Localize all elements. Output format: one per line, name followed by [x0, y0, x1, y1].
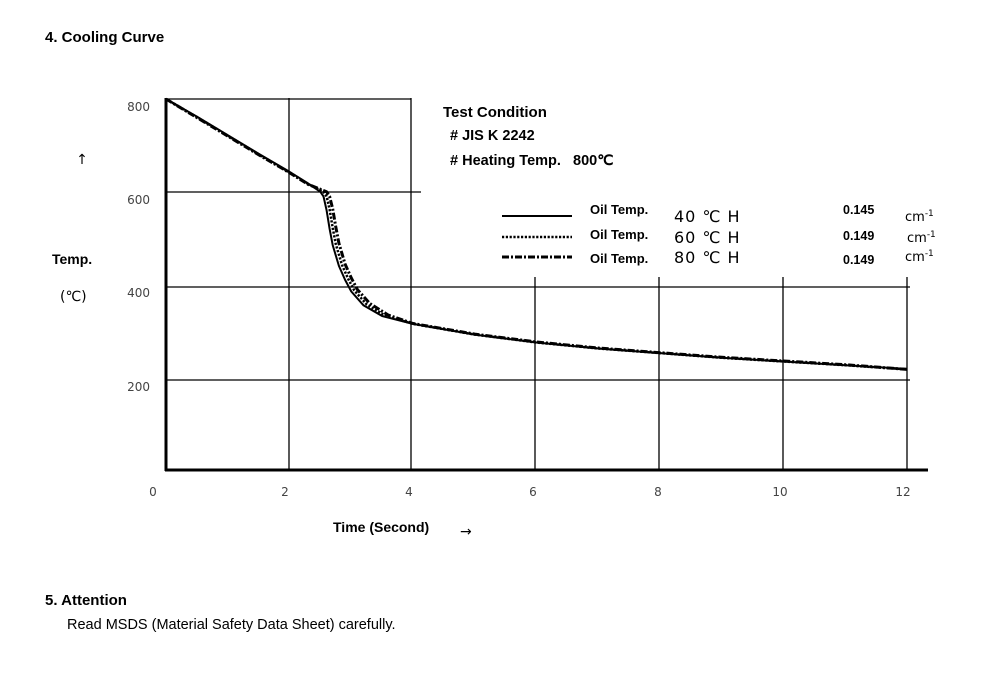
chart-grid: [166, 98, 910, 470]
legend-temp-80: 80 ℃ H: [674, 248, 741, 267]
legend-temp-60: 60 ℃ H: [674, 228, 741, 247]
x-tick-10: 10: [772, 485, 787, 499]
x-tick-12: 12: [895, 485, 910, 499]
test-condition-heating-temp: # Heating Temp. 800℃: [450, 153, 614, 169]
x-axis-arrow: →: [460, 524, 472, 540]
legend-unit-80: cm-1: [905, 249, 934, 265]
y-axis-arrow: ↑: [76, 152, 88, 168]
test-condition-title: Test Condition: [443, 104, 547, 121]
series-layer: [165, 97, 908, 371]
x-tick-6: 6: [529, 485, 537, 499]
x-tick-0: 0: [149, 485, 157, 499]
y-tick-800: 800: [127, 100, 150, 114]
test-condition-standard: # JIS K 2242: [450, 128, 535, 144]
attention-text: Read MSDS (Material Safety Data Sheet) c…: [67, 617, 396, 633]
legend-name-60: Oil Temp.: [590, 227, 648, 242]
legend-unit-40: cm-1: [905, 209, 934, 225]
y-axis-unit: (℃): [60, 289, 87, 305]
legend-name-40: Oil Temp.: [590, 202, 648, 217]
legend-unit-60: cm-1: [907, 230, 936, 246]
legend-name-80: Oil Temp.: [590, 251, 648, 266]
y-axis-label: Temp.: [52, 251, 92, 267]
x-tick-4: 4: [405, 485, 413, 499]
series-line-2: [165, 97, 908, 371]
legend-temp-40: 40 ℃ H: [674, 207, 741, 226]
legend-h-60: 0.149: [843, 229, 874, 243]
x-tick-8: 8: [654, 485, 662, 499]
x-axis-label: Time (Second): [333, 519, 429, 535]
section-4-heading: 4. Cooling Curve: [45, 29, 165, 46]
y-tick-400: 400: [127, 286, 150, 300]
x-tick-2: 2: [281, 485, 289, 499]
y-tick-600: 600: [127, 193, 150, 207]
y-tick-200: 200: [127, 380, 150, 394]
section-5-heading: 5. Attention: [45, 592, 127, 609]
legend-h-80: 0.149: [843, 253, 874, 267]
chart-legend: Oil Temp. Oil Temp. Oil Temp. 40 ℃ H 60 …: [502, 202, 936, 267]
legend-h-40: 0.145: [843, 203, 874, 217]
